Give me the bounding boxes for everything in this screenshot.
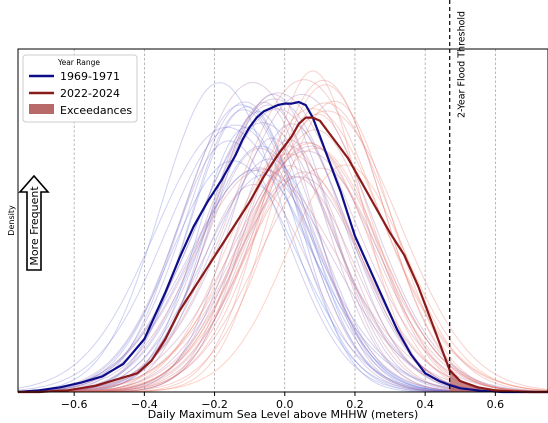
year-curve [17, 93, 548, 393]
x-tick-label: 0.6 [487, 398, 505, 411]
series-line [17, 100, 548, 394]
series-line [18, 116, 548, 394]
x-tick-label: −0.4 [131, 398, 158, 411]
arrow-shape [18, 174, 50, 271]
year-curve [18, 145, 548, 393]
year-curve [18, 145, 548, 393]
legend-label-exceedances: Exceedances [60, 104, 132, 117]
year-curve [18, 79, 548, 393]
year-curve [18, 164, 548, 393]
flood-threshold-label: 2-Year Flood Threshold [457, 11, 468, 118]
plot-frame [17, 48, 548, 393]
year-curve [18, 110, 548, 393]
legend-label-2022: 2022-2024 [60, 87, 120, 100]
legend-title: Year Range [57, 58, 100, 67]
x-gridlines [73, 49, 496, 392]
x-tick-label: 0.4 [416, 398, 434, 411]
arrow-label: More Frequent [28, 186, 41, 266]
x-axis-label: Daily Maximum Sea Level above MHHW (mete… [148, 408, 419, 421]
year-curve [17, 82, 548, 393]
x-tick-label: 0.2 [346, 398, 364, 411]
legend-label-1969: 1969-1971 [60, 70, 120, 83]
year-curve [18, 145, 548, 393]
y-axis-label: Density [7, 205, 16, 236]
year-curve [18, 101, 548, 393]
year-curve [18, 79, 548, 393]
year-curve [18, 137, 548, 393]
more-frequent-arrow: More Frequent [18, 174, 50, 271]
year-curve [18, 150, 548, 393]
year-curve [18, 141, 548, 393]
highlight-series [17, 100, 548, 394]
legend: Year Range 1969-1971 2022-2024 Exceedanc… [22, 54, 138, 123]
year-curve [18, 167, 548, 393]
year-curve [18, 107, 548, 393]
year-curve [18, 102, 548, 393]
year-curve [18, 84, 548, 393]
legend-swatch-exceedances [29, 104, 54, 114]
x-axis-ticks: −0.6 −0.4 −0.2 0.0 0.2 0.4 0.6 [61, 392, 504, 411]
x-tick-label: −0.6 [61, 398, 88, 411]
year-curve [18, 93, 548, 393]
year-curve [17, 160, 548, 393]
x-tick-label: −0.2 [201, 398, 228, 411]
year-curve [18, 164, 548, 393]
year-curve [17, 168, 548, 393]
year-curve [18, 92, 548, 393]
year-curve [18, 147, 548, 393]
year-curve [17, 169, 548, 393]
x-tick-label: 0.0 [276, 398, 294, 411]
year-curve [17, 167, 548, 393]
